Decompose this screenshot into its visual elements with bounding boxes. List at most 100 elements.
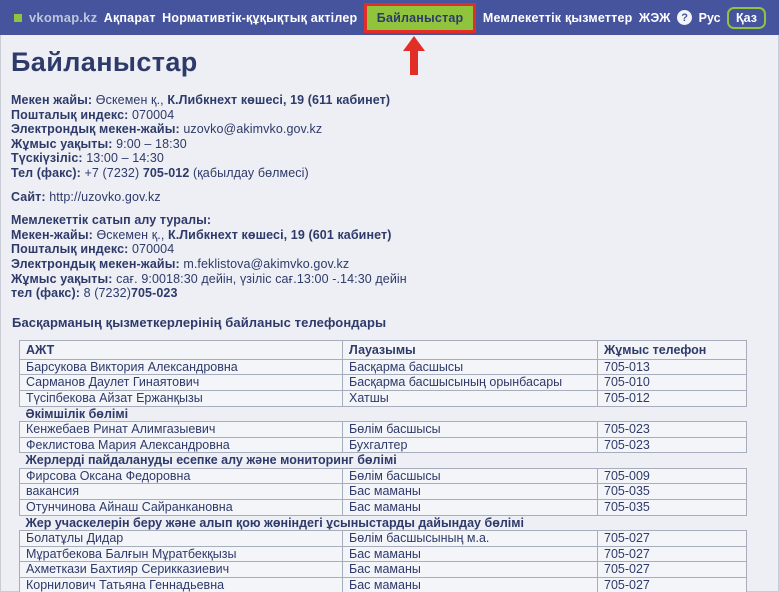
text-segment: Жұмыс уақыты:: [11, 271, 117, 286]
table-row: Ахметкази Бахтияр Серикказиевич Бас маман…: [19, 561, 747, 579]
cell-name: вакансия: [19, 483, 343, 501]
text-segment: Жұмыс уақыты:: [11, 136, 117, 151]
table-section-row: Жер учаскелерін беру және алып қою жөнін…: [19, 514, 747, 532]
annotation-arrow: [402, 36, 426, 76]
cell-position: Бухгалтер: [342, 436, 598, 454]
table-row: Феклистова Мария Александровна Бухгалтер 7…: [19, 436, 747, 454]
contact-line: Пошталық индекс: 070004: [11, 242, 751, 257]
cell-phone: 705-035: [597, 499, 747, 516]
lang-kaz-button[interactable]: Қаз: [727, 6, 766, 29]
contact-block: Мекен жайы: Өскемен қ., К.Либкнехт көшес…: [11, 93, 751, 181]
text-segment: Пошталық индекс:: [11, 107, 132, 122]
contact-line: тел (факс): 8 (7232)705-023: [11, 286, 751, 301]
cell-position: Бас маманы: [342, 577, 598, 592]
site-logo[interactable]: vkomap.kz: [14, 10, 97, 25]
text-segment: Өскемен қ.,: [95, 93, 168, 107]
section-title: Жер учаскелерін беру және алып қою жөнін…: [19, 514, 747, 532]
page-title: Байланыстар: [11, 47, 198, 77]
contact-line: Жұмыс уақыты: сағ. 9:0018:30 дейін, үзіл…: [11, 272, 751, 287]
cell-name: Сарманов Даулет Гинаятович: [19, 374, 343, 391]
cell-name: Болатұлы Дидар: [19, 530, 343, 547]
contact-line: Электрондық мекен-жайы: uzovko@akimvko.g…: [11, 122, 751, 137]
cell-position: Бас маманы: [342, 545, 598, 563]
cell-phone: 705-010: [597, 374, 747, 391]
annotation-arrow-head-icon: [403, 36, 425, 51]
table-row: Түсіпбекова Айзат Ержанқызы Хатшы 705-012: [19, 389, 747, 407]
text-segment: +7 (7232): [84, 165, 143, 180]
text-segment: Электрондық мекен-жайы:: [11, 256, 184, 271]
text-segment: сағ. 9:0018:30 дейін, үзіліс сағ.13:00 -…: [116, 271, 407, 286]
cell-name: Ахметкази Бахтияр Серикказиевич: [19, 561, 343, 579]
table-row: Болатұлы Дидар Бөлім басшысының м.а. 705-0…: [19, 530, 747, 547]
cell-position: Бас маманы: [342, 499, 598, 516]
contact-line: Мекен-жайы: Өскемен қ., К.Либкнехт көшес…: [11, 228, 751, 243]
text-segment: К.Либкнехт көшесі, 19 (601 кабинет): [168, 227, 392, 242]
text-segment: Өскемен қ.,: [96, 227, 168, 242]
header-phone: Жұмыс телефон: [597, 339, 747, 360]
nav-item-normative-acts[interactable]: Нормативтік-құқықтық актілер: [162, 10, 358, 25]
cell-position: Бас маманы: [342, 483, 598, 501]
cell-phone: 705-023: [597, 421, 747, 438]
contact-line: Сайт: http://uzovko.gov.kz: [11, 190, 751, 205]
cell-name: Кенжебаев Ринат Алимгазыевич: [19, 421, 343, 438]
text-segment: Мекен жайы:: [11, 93, 96, 107]
cell-position: Бөлім басшысының м.а.: [342, 530, 598, 547]
top-navigation-bar: vkomap.kz Ақпарат Нормативтік-құқықтық а…: [0, 0, 779, 35]
nav-item-zhezh[interactable]: ЖЭЖ: [638, 10, 671, 25]
table-row: вакансия Бас маманы 705-035: [19, 483, 747, 501]
header-position: Лауазымы: [342, 339, 598, 360]
annotation-arrow-shaft: [410, 51, 418, 75]
contacts-table-body: Барсукова Виктория Александровна Басқарма…: [19, 358, 747, 592]
contact-block: Мемлекеттік сатып алу туралы: Мекен-жайы:…: [11, 213, 751, 301]
text-segment: Сайт:: [11, 189, 50, 204]
site-link[interactable]: http://uzovko.gov.kz: [49, 189, 161, 204]
email-link[interactable]: m.feklistova@akimvko.gov.kz: [183, 256, 350, 271]
contact-block: Сайт: http://uzovko.gov.kz: [11, 190, 751, 205]
text-segment: Пошталық индекс:: [11, 242, 132, 257]
contact-line: Мекен жайы: Өскемен қ., К.Либкнехт көшес…: [11, 93, 751, 108]
cell-name: Түсіпбекова Айзат Ержанқызы: [19, 389, 343, 407]
table-header-row: АЖТ Лауазымы Жұмыс телефон: [19, 339, 747, 360]
text-segment: К.Либкнехт көшесі, 19 (611 кабинет): [167, 93, 391, 107]
cell-phone: 705-023: [597, 436, 747, 454]
cell-phone: 705-027: [597, 545, 747, 563]
table-row: Корнилович Татьяна Геннадьевна Бас маманы…: [19, 577, 747, 592]
lang-rus-button[interactable]: Рус: [698, 10, 721, 25]
nav-item-bailanystar[interactable]: Байланыстар: [363, 2, 477, 33]
contact-line: Түскіүзіліс: 13:00 – 14:30: [11, 151, 751, 166]
text-segment: 705-012: [142, 165, 190, 180]
cell-position: Бас маманы: [342, 561, 598, 579]
table-row: Барсукова Виктория Александровна Басқарма…: [19, 358, 747, 376]
cell-phone: 705-027: [597, 530, 747, 547]
table-row: Кенжебаев Ринат Алимгазыевич Бөлім басшыс…: [19, 421, 747, 438]
text-segment: 9:00 – 18:30: [116, 136, 187, 151]
contact-blocks: Мекен жайы: Өскемен қ., К.Либкнехт көшес…: [11, 93, 751, 301]
table-row: Отунчинова Айнаш Сайранкановна Бас маманы…: [19, 499, 747, 516]
contact-line: Пошталық индекс: 070004: [11, 108, 751, 123]
text-segment: тел (факс):: [11, 286, 84, 301]
cell-phone: 705-009: [597, 467, 747, 485]
contact-line: Тел (факс): +7 (7232) 705-012 (қабылдау …: [11, 166, 751, 181]
cell-position: Басқарма басшысы: [342, 358, 598, 376]
table-row: Мұратбекова Балғын Мұратбекқызы Бас маман…: [19, 545, 747, 563]
page-content: Байланыстар Мекен жайы: Өскемен қ., К.Ли…: [0, 35, 779, 592]
cell-name: Отунчинова Айнаш Сайранкановна: [19, 499, 343, 516]
cell-phone: 705-012: [597, 389, 747, 407]
help-icon[interactable]: ?: [677, 10, 693, 25]
email-link[interactable]: uzovko@akimvko.gov.kz: [183, 122, 323, 137]
text-segment: Мекен-жайы:: [11, 227, 97, 242]
text-segment: 8 (7232): [83, 286, 131, 301]
nav-item-aqparat[interactable]: Ақпарат: [103, 10, 156, 25]
table-section-row: Әкімшілік бөлімі: [19, 405, 747, 423]
cell-phone: 705-027: [597, 561, 747, 579]
contacts-table: АЖТ Лауазымы Жұмыс телефон Барсукова Вик…: [19, 339, 747, 592]
cell-name: Корнилович Татьяна Геннадьевна: [19, 577, 343, 592]
text-segment: Мемлекеттік сатып алу туралы:: [11, 213, 212, 228]
nav-item-state-services[interactable]: Мемлекеттік қызметтер: [482, 10, 633, 25]
section-title: Жерлерді пайдалануды есепке алу және мон…: [19, 452, 747, 469]
header-name: АЖТ: [19, 339, 343, 360]
site-logo-label: vkomap.kz: [29, 10, 98, 25]
cell-name: Фирсова Оксана Федоровна: [19, 467, 343, 485]
table-row: Сарманов Даулет Гинаятович Басқарма басшы…: [19, 374, 747, 391]
section-title: Әкімшілік бөлімі: [19, 405, 747, 423]
